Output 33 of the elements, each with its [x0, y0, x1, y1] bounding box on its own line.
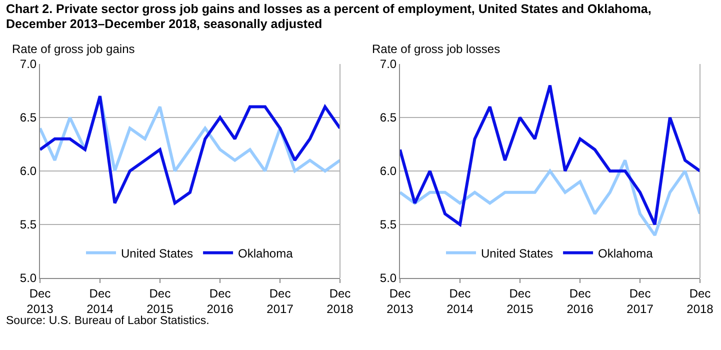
line-series	[400, 84, 700, 226]
y-tick-label: 7.0	[380, 57, 397, 72]
legend-label: Oklahoma	[238, 246, 294, 260]
y-tick-label: 5.0	[380, 271, 397, 286]
chart-title: Chart 2. Private sector gross job gains and losses as a percent of employment, United States and Oklahoma, December 2013–December 2018, seasonally adjusted	[5, 1, 652, 32]
y-tick-label: 5.0	[20, 271, 37, 286]
y-axis-title: Rate of gross job gains	[12, 42, 135, 56]
x-tick-label: Dec 2014	[86, 286, 114, 316]
x-tick-label: Dec 2014	[446, 286, 474, 316]
x-tick-label: Dec 2015	[506, 286, 534, 316]
y-tick-label: 6.5	[20, 110, 37, 125]
x-tick-label: Dec 2018	[686, 286, 714, 316]
source-note: Source: U.S. Bureau of Labor Statistics.	[6, 315, 210, 327]
y-tick-label: 6.0	[20, 164, 37, 178]
x-tick-label: Dec 2015	[146, 286, 174, 316]
y-tick-label: 5.5	[20, 218, 37, 232]
x-tick-label: Dec 2013	[26, 286, 54, 316]
legend-label: United States	[481, 246, 554, 260]
x-tick-label: Dec 2016	[566, 286, 594, 316]
y-tick-label: 5.5	[380, 218, 397, 232]
legend-label: United States	[121, 246, 194, 260]
y-axis-title: Rate of gross job losses	[372, 42, 500, 56]
x-tick-label: Dec 2017	[626, 286, 654, 316]
x-tick-label: Dec 2013	[386, 286, 414, 316]
y-tick-label: 6.5	[380, 110, 397, 125]
x-tick-label: Dec 2016	[206, 286, 234, 316]
line-series	[40, 94, 340, 205]
x-tick-label: Dec 2017	[266, 286, 294, 316]
y-tick-label: 6.0	[380, 164, 397, 178]
line-series	[400, 158, 700, 237]
y-tick-label: 7.0	[20, 57, 37, 72]
x-tick-label: Dec 2018	[326, 286, 354, 316]
legend-label: Oklahoma	[598, 246, 654, 260]
